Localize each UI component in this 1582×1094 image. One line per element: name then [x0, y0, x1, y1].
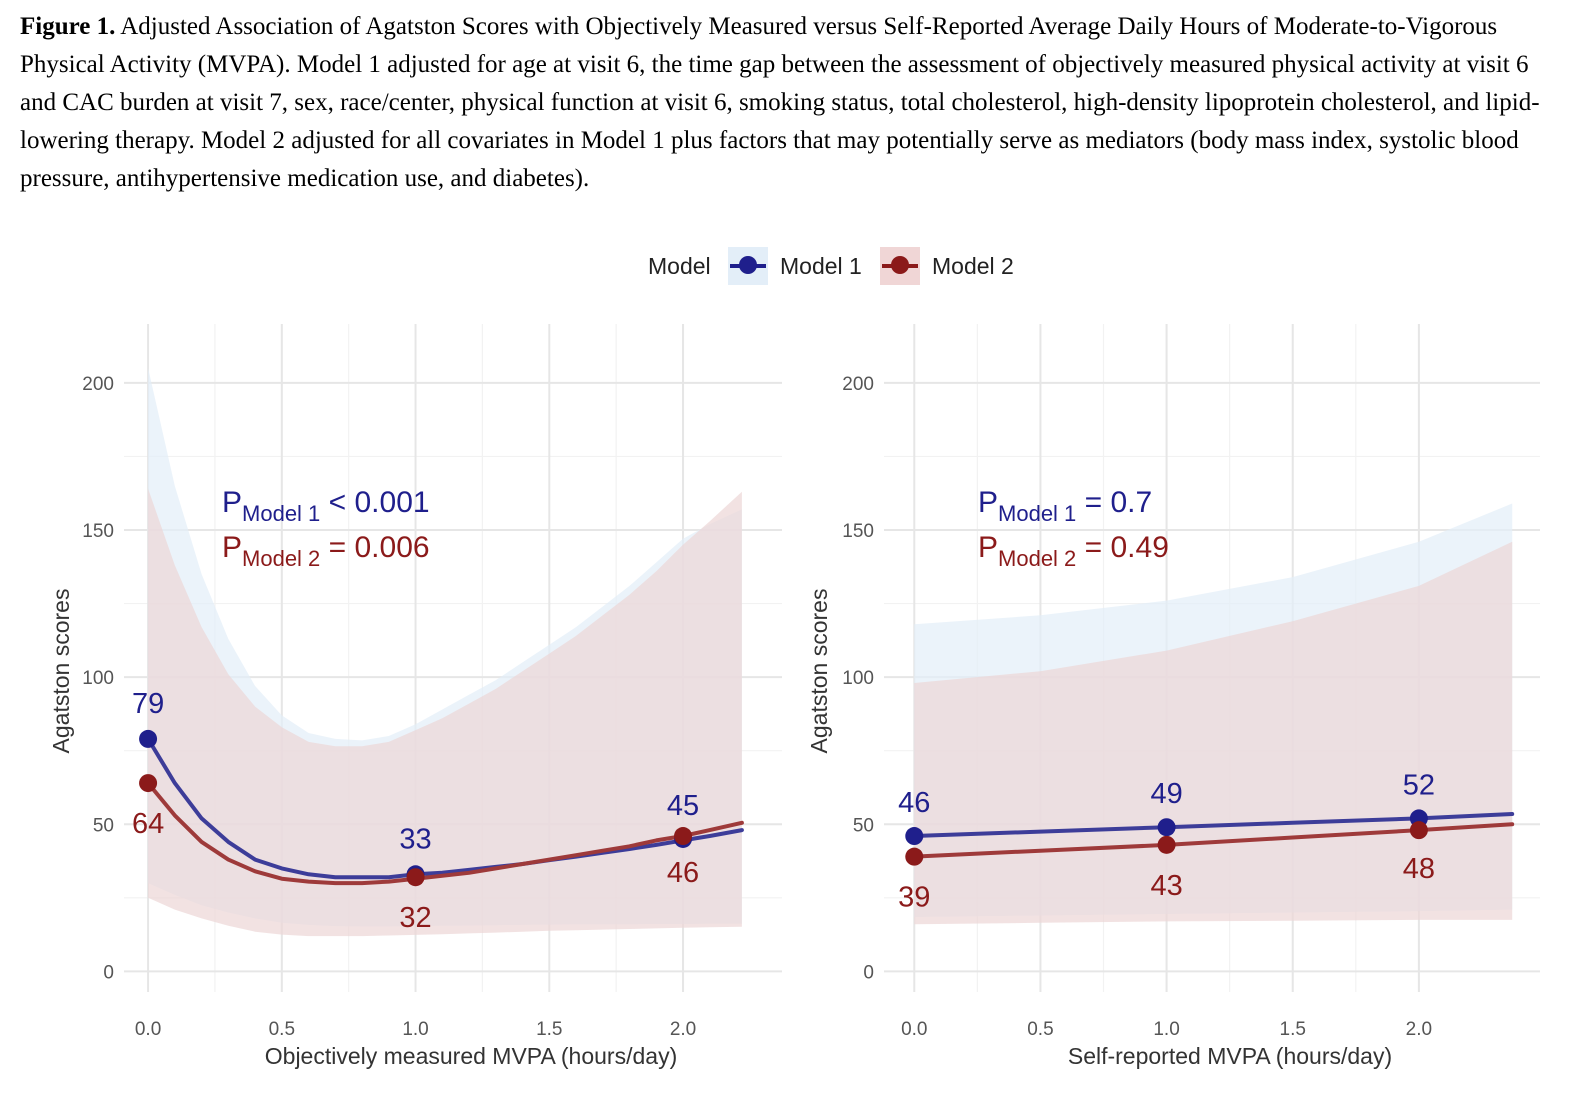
y-tick-label: 50: [853, 815, 874, 836]
x-tick-label: 1.5: [1280, 1019, 1306, 1040]
chart-panel-2: 0 50 100 150 200 0.0 0.5 1.0 1.5 2.0 Self-reported…: [806, 324, 1540, 1069]
x-tick-label: 1.0: [402, 1019, 428, 1040]
data-point-model-2: [905, 847, 924, 866]
y-tick-label: 0: [863, 962, 874, 983]
data-label-model-2: 46: [667, 857, 699, 889]
figure-label: Figure 1.: [20, 13, 116, 40]
legend: Model Model 1 Model 2: [0, 244, 1582, 288]
data-point-model-1: [139, 729, 158, 748]
x-tick-label: 2.0: [1406, 1019, 1432, 1040]
legend-item-model-2: Model 2: [880, 244, 1014, 288]
y-tick-label: 0: [103, 962, 114, 983]
confidence-band-model-2: [914, 541, 1513, 925]
data-label-model-1: 49: [1150, 778, 1182, 810]
series-line-model-1: [146, 736, 744, 880]
data-label-model-1: 79: [132, 688, 164, 720]
y-tick-label: 100: [82, 668, 114, 689]
x-axis-label: Objectively measured MVPA (hours/day): [265, 1043, 677, 1069]
y-tick-label: 100: [842, 668, 874, 689]
series-line-model-2: [146, 781, 744, 886]
data-point-model-2: [1157, 835, 1176, 854]
data-label-model-2: 48: [1403, 853, 1435, 885]
data-label-model-1: 46: [898, 787, 930, 819]
x-tick-label: 1.5: [536, 1019, 562, 1040]
p-value-annotation-model-1: PModel 1 = 0.7: [978, 486, 1152, 526]
p-value-annotation-model-1: PModel 1 < 0.001: [222, 486, 430, 526]
series-line-model-1: [912, 812, 1515, 838]
figure-caption-text: Adjusted Association of Agatston Scores …: [20, 13, 1540, 192]
data-label-model-1: 45: [667, 790, 699, 822]
legend-title: Model: [648, 252, 711, 279]
data-label-model-1: 33: [399, 823, 431, 855]
data-label-model-2: 32: [399, 902, 431, 934]
p-value-annotation-model-2: PModel 2 = 0.006: [222, 531, 430, 571]
legend-key-model-1: [728, 247, 768, 285]
x-tick-label: 0.5: [269, 1019, 295, 1040]
y-tick-label: 150: [82, 521, 114, 542]
y-tick-label: 200: [842, 374, 874, 395]
y-tick-label: 150: [842, 521, 874, 542]
data-point-model-2: [674, 827, 693, 846]
x-tick-label: 2.0: [670, 1019, 696, 1040]
data-point-model-2: [406, 868, 425, 887]
p-value-annotation-model-2: PModel 2 = 0.49: [978, 531, 1169, 571]
series-line-model-2: [912, 822, 1515, 859]
confidence-band-model-2: [148, 488, 742, 937]
data-point-model-2: [1409, 821, 1428, 840]
legend-label-model-2: Model 2: [932, 252, 1014, 279]
x-tick-label: 1.0: [1153, 1019, 1179, 1040]
figure-caption: Figure 1. Adjusted Association of Agatst…: [20, 8, 1565, 198]
x-tick-label: 0.0: [135, 1019, 161, 1040]
x-tick-label: 0.5: [1027, 1019, 1053, 1040]
y-tick-label: 50: [93, 815, 114, 836]
chart-panel-1: 0 50 100 150 200 0.0 0.5 1.0 1.5 2.0 Objectively m…: [48, 324, 782, 1069]
y-axis-label: Agatston scores: [48, 589, 74, 754]
data-point-model-1: [905, 827, 924, 846]
x-tick-label: 0.0: [901, 1019, 927, 1040]
y-axis-label: Agatston scores: [806, 589, 832, 754]
legend-key-model-2: [880, 247, 920, 285]
data-label-model-1: 52: [1403, 769, 1435, 801]
x-axis-label: Self-reported MVPA (hours/day): [1068, 1043, 1392, 1069]
data-label-model-2: 39: [898, 882, 930, 914]
legend-label-model-1: Model 1: [780, 252, 862, 279]
y-tick-label: 200: [82, 374, 114, 395]
data-label-model-2: 64: [132, 808, 164, 840]
data-point-model-2: [139, 774, 158, 793]
data-label-model-2: 43: [1150, 870, 1182, 902]
data-point-model-1: [1157, 818, 1176, 837]
legend-item-model-1: Model 1: [728, 244, 862, 288]
